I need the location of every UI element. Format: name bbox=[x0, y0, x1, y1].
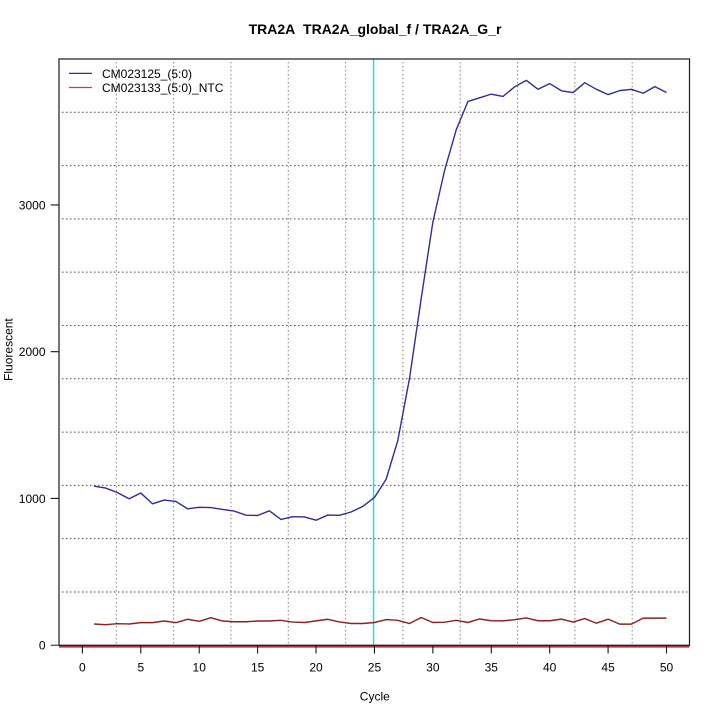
svg-text:35: 35 bbox=[485, 660, 499, 674]
svg-text:Cycle: Cycle bbox=[360, 689, 390, 703]
svg-text:20: 20 bbox=[309, 660, 323, 674]
svg-text:0: 0 bbox=[79, 660, 86, 674]
svg-text:Fluorescent: Fluorescent bbox=[2, 318, 16, 381]
svg-text:45: 45 bbox=[601, 660, 615, 674]
svg-text:3000: 3000 bbox=[19, 198, 46, 212]
svg-text:40: 40 bbox=[543, 660, 557, 674]
svg-text:2000: 2000 bbox=[19, 345, 46, 359]
svg-text:1000: 1000 bbox=[19, 492, 46, 506]
svg-text:15: 15 bbox=[251, 660, 265, 674]
svg-text:5: 5 bbox=[137, 660, 144, 674]
svg-text:10: 10 bbox=[193, 660, 207, 674]
svg-text:CM023133_(5:0)_NTC: CM023133_(5:0)_NTC bbox=[102, 81, 224, 95]
svg-text:25: 25 bbox=[368, 660, 382, 674]
svg-text:0: 0 bbox=[39, 639, 46, 653]
svg-text:TRA2A TRA2A_global_f / TRA2A_: TRA2A TRA2A_global_f / TRA2A_G_r bbox=[249, 21, 502, 37]
svg-text:CM023125_(5:0): CM023125_(5:0) bbox=[102, 67, 192, 81]
svg-text:50: 50 bbox=[660, 660, 674, 674]
svg-text:30: 30 bbox=[426, 660, 440, 674]
